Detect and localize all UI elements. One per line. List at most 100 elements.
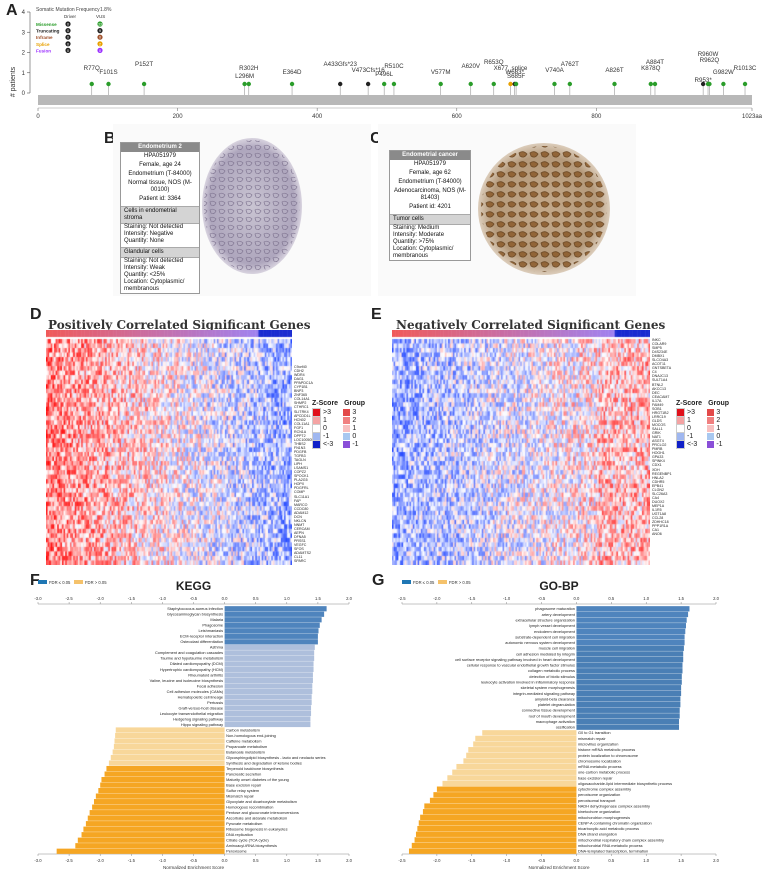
mutation-dot[interactable] (242, 81, 247, 87)
enrichment-bar[interactable] (576, 679, 682, 685)
enrichment-bar[interactable] (452, 769, 577, 775)
enrichment-bar[interactable] (411, 842, 577, 849)
enrichment-bar[interactable] (433, 792, 577, 798)
enrichment-bar[interactable] (475, 735, 577, 742)
enrichment-bar[interactable] (224, 705, 312, 711)
enrichment-bar[interactable] (113, 743, 225, 750)
enrichment-bar[interactable] (418, 820, 577, 826)
enrichment-bar[interactable] (576, 645, 684, 651)
enrichment-bar[interactable] (576, 724, 680, 730)
enrichment-bar[interactable] (83, 826, 225, 832)
enrichment-bar[interactable] (408, 848, 577, 854)
enrichment-bar[interactable] (576, 606, 690, 612)
enrichment-bar[interactable] (87, 815, 225, 821)
enrichment-bar[interactable] (93, 799, 225, 805)
mutation-dot[interactable] (246, 81, 251, 87)
enrichment-bar[interactable] (473, 741, 577, 747)
enrichment-bar[interactable] (224, 611, 325, 617)
enrichment-bar[interactable] (576, 623, 686, 629)
enrichment-bar[interactable] (101, 776, 225, 783)
mutation-dot[interactable] (707, 81, 712, 87)
enrichment-bar[interactable] (115, 732, 225, 739)
enrichment-bar[interactable] (576, 707, 680, 713)
enrichment-bar[interactable] (482, 730, 577, 736)
enrichment-bar[interactable] (224, 672, 313, 678)
enrichment-bar[interactable] (576, 662, 683, 668)
enrichment-bar[interactable] (456, 763, 577, 770)
enrichment-bar[interactable] (224, 628, 319, 634)
enrichment-bar[interactable] (576, 668, 683, 674)
enrichment-bar[interactable] (420, 814, 577, 821)
mutation-dot[interactable] (289, 81, 295, 87)
enrichment-bar[interactable] (95, 793, 225, 799)
enrichment-bar[interactable] (576, 617, 687, 623)
mutation-dot[interactable] (742, 81, 748, 87)
enrichment-bar[interactable] (224, 710, 312, 717)
mutation-dot[interactable] (508, 81, 513, 87)
mutation-dot[interactable] (652, 81, 658, 87)
mutation-dot[interactable] (106, 81, 111, 87)
mutation-dot[interactable] (700, 81, 706, 87)
enrichment-bar[interactable] (224, 655, 315, 661)
enrichment-bar[interactable] (436, 786, 577, 792)
enrichment-bar[interactable] (422, 809, 577, 815)
mutation-dot[interactable] (89, 81, 94, 87)
mutation-dot[interactable] (513, 81, 519, 87)
enrichment-bar[interactable] (576, 701, 681, 708)
enrichment-bar[interactable] (89, 810, 225, 816)
mutation-dot[interactable] (721, 81, 726, 87)
enrichment-bar[interactable] (98, 788, 225, 794)
enrichment-bar[interactable] (224, 633, 318, 639)
enrichment-bar[interactable] (466, 752, 577, 759)
mutation-dot[interactable] (438, 81, 443, 87)
enrichment-bar[interactable] (414, 837, 577, 843)
enrichment-bar[interactable] (576, 713, 680, 719)
mutation-dot[interactable] (141, 81, 147, 87)
enrichment-bar[interactable] (415, 831, 577, 837)
enrichment-bar[interactable] (576, 634, 685, 640)
enrichment-bar[interactable] (85, 821, 225, 827)
enrichment-bar[interactable] (224, 639, 318, 645)
enrichment-bar[interactable] (104, 771, 225, 777)
enrichment-bar[interactable] (576, 718, 680, 725)
enrichment-bar[interactable] (224, 716, 311, 722)
enrichment-bar[interactable] (100, 782, 225, 788)
mutation-dot[interactable] (391, 81, 397, 87)
enrichment-bar[interactable] (468, 747, 577, 753)
enrichment-bar[interactable] (429, 797, 577, 804)
enrichment-bar[interactable] (576, 673, 682, 680)
mutation-dot[interactable] (612, 81, 617, 87)
enrichment-bar[interactable] (75, 843, 225, 849)
enrichment-bar[interactable] (56, 848, 225, 854)
enrichment-bar[interactable] (463, 758, 577, 764)
mutation-dot[interactable] (381, 81, 387, 87)
enrichment-bar[interactable] (447, 775, 577, 781)
enrichment-bar[interactable] (106, 765, 225, 772)
enrichment-bar[interactable] (224, 644, 315, 650)
mutation-dot[interactable] (567, 81, 573, 87)
enrichment-bar[interactable] (77, 837, 225, 843)
mutation-dot[interactable] (491, 81, 496, 87)
enrichment-bar[interactable] (576, 690, 682, 697)
enrichment-bar[interactable] (224, 606, 327, 612)
enrichment-bar[interactable] (115, 727, 225, 733)
enrichment-bar[interactable] (576, 685, 682, 691)
enrichment-bar[interactable] (576, 611, 689, 618)
enrichment-bar[interactable] (110, 754, 225, 761)
enrichment-bar[interactable] (424, 803, 577, 809)
enrichment-bar[interactable] (576, 628, 686, 635)
enrichment-bar[interactable] (417, 825, 577, 832)
enrichment-bar[interactable] (224, 694, 312, 700)
enrichment-bar[interactable] (576, 656, 684, 663)
mutation-dot[interactable] (468, 81, 473, 87)
mutation-dot[interactable] (648, 81, 653, 87)
enrichment-bar[interactable] (224, 622, 320, 628)
enrichment-bar[interactable] (92, 804, 225, 810)
enrichment-bar[interactable] (224, 688, 313, 695)
enrichment-bar[interactable] (576, 696, 681, 702)
enrichment-bar[interactable] (224, 661, 314, 667)
enrichment-bar[interactable] (224, 650, 315, 656)
enrichment-bar[interactable] (112, 749, 225, 755)
enrichment-bar[interactable] (224, 699, 312, 706)
enrichment-bar[interactable] (224, 666, 314, 672)
